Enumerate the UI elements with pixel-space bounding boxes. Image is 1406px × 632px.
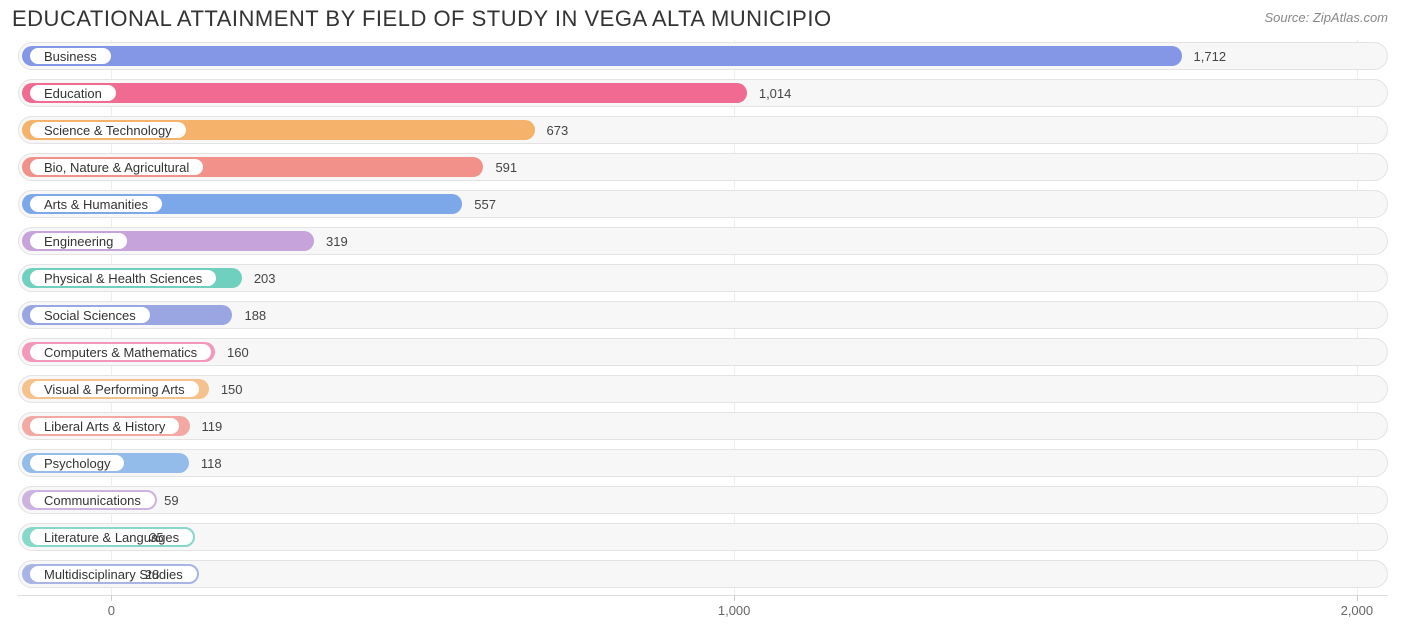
bar <box>22 83 747 103</box>
bar-value-label: 673 <box>547 120 569 140</box>
category-label-pill: Computers & Mathematics <box>28 342 213 362</box>
bar-track <box>18 486 1388 514</box>
bar-track <box>18 560 1388 588</box>
bar-row: Arts & Humanities 557 <box>18 188 1388 220</box>
category-label-pill: Communications <box>28 490 157 510</box>
bar-track <box>18 338 1388 366</box>
bar-row: Social Sciences 188 <box>18 299 1388 331</box>
bar-value-label: 150 <box>221 379 243 399</box>
category-label-pill: Multidisciplinary Studies <box>28 564 199 584</box>
bar-value-label: 557 <box>474 194 496 214</box>
axis-baseline <box>18 595 1388 596</box>
bar-value-label: 118 <box>201 453 222 473</box>
category-label-pill: Physical & Health Sciences <box>28 268 218 288</box>
bar-row: Liberal Arts & History 119 <box>18 410 1388 442</box>
bar-row: Physical & Health Sciences 203 <box>18 262 1388 294</box>
bar-row: Bio, Nature & Agricultural 591 <box>18 151 1388 183</box>
axis-tick-label: 2,000 <box>1341 603 1374 618</box>
bar-row: Business 1,712 <box>18 40 1388 72</box>
axis-tick-label: 1,000 <box>718 603 751 618</box>
chart-area: Business 1,712 Education 1,014 Science & Tec… <box>0 36 1406 590</box>
category-label-pill: Liberal Arts & History <box>28 416 181 436</box>
axis-tick-label: 0 <box>108 603 115 618</box>
bar-row: Engineering 319 <box>18 225 1388 257</box>
bar-track <box>18 449 1388 477</box>
bar-row: Computers & Mathematics 160 <box>18 336 1388 368</box>
bar-value-label: 59 <box>164 490 178 510</box>
category-label-pill: Arts & Humanities <box>28 194 164 214</box>
bar-value-label: 119 <box>202 416 223 436</box>
category-label-pill: Literature & Languages <box>28 527 195 547</box>
category-label-pill: Engineering <box>28 231 129 251</box>
bar-row: Visual & Performing Arts 150 <box>18 373 1388 405</box>
bar-value-label: 203 <box>254 268 276 288</box>
bar-value-label: 1,014 <box>759 83 792 103</box>
category-label-pill: Bio, Nature & Agricultural <box>28 157 205 177</box>
bar-value-label: 1,712 <box>1194 46 1227 66</box>
bar-row: Science & Technology 673 <box>18 114 1388 146</box>
category-label-pill: Social Sciences <box>28 305 152 325</box>
bar-row: Literature & Languages35 <box>18 521 1388 553</box>
category-label-pill: Education <box>28 83 118 103</box>
category-label-pill: Psychology <box>28 453 126 473</box>
category-label-pill: Science & Technology <box>28 120 188 140</box>
bar-value-label: 319 <box>326 231 348 251</box>
category-label-pill: Business <box>28 46 113 66</box>
axis-tick <box>1357 595 1358 601</box>
bar-row: Psychology 118 <box>18 447 1388 479</box>
bar-value-label: 160 <box>227 342 249 362</box>
bar-row: Multidisciplinary Studies28 <box>18 558 1388 590</box>
bar-track <box>18 412 1388 440</box>
bar-value-label: 188 <box>244 305 266 325</box>
bar <box>22 46 1182 66</box>
bar-value-label: 591 <box>495 157 517 177</box>
axis-tick <box>111 595 112 601</box>
bar-row: Communications 59 <box>18 484 1388 516</box>
axis-tick <box>734 595 735 601</box>
bar-row: Education 1,014 <box>18 77 1388 109</box>
source-attribution: Source: ZipAtlas.com <box>1264 10 1388 25</box>
bar-value-label: 28 <box>145 564 159 584</box>
x-axis: 0 1,000 2,000 <box>18 595 1388 625</box>
bar-track <box>18 523 1388 551</box>
bar-value-label: 35 <box>149 527 163 547</box>
chart-title: EDUCATIONAL ATTAINMENT BY FIELD OF STUDY… <box>12 6 832 32</box>
category-label-pill: Visual & Performing Arts <box>28 379 201 399</box>
